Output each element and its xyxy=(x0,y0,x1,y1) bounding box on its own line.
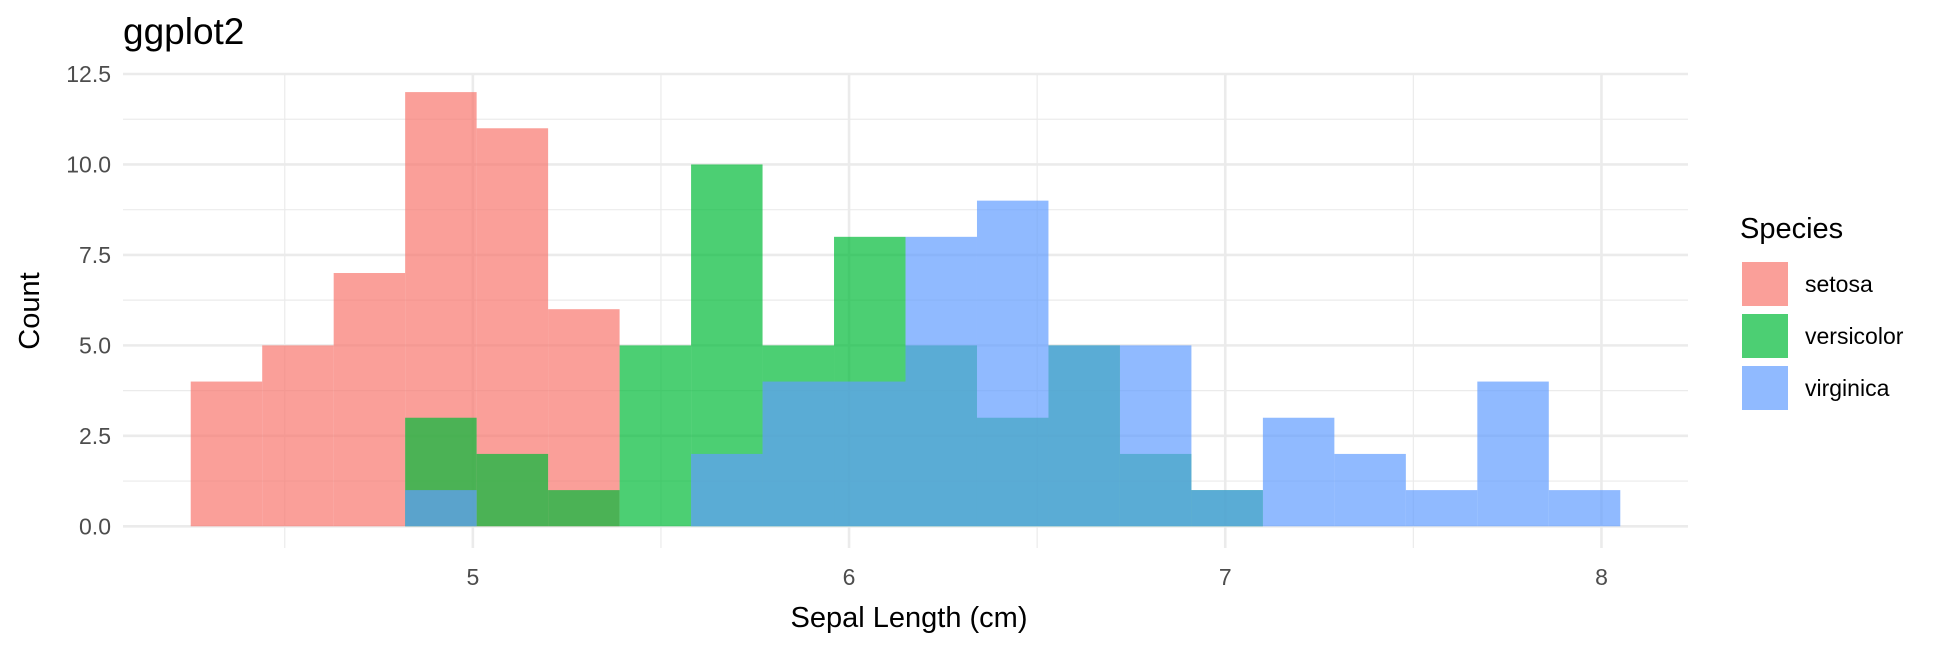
x-tick-label: 6 xyxy=(843,564,856,590)
x-tick-label: 8 xyxy=(1595,564,1608,590)
bar-virginica xyxy=(691,453,763,527)
x-axis-title: Sepal Length (cm) xyxy=(791,602,1028,634)
legend: Species setosa versicolor virginica xyxy=(1740,213,1904,411)
y-tick-label: 10.0 xyxy=(66,151,111,177)
y-tick-label: 2.5 xyxy=(79,423,111,449)
legend-swatch-versicolor xyxy=(1742,314,1788,358)
bar-virginica xyxy=(834,381,906,527)
y-tick-label: 12.5 xyxy=(66,61,111,87)
legend-swatch-setosa xyxy=(1742,262,1788,306)
bar-virginica xyxy=(1477,381,1549,527)
bar-virginica xyxy=(1548,490,1621,527)
bar-virginica xyxy=(1262,417,1335,527)
x-tick-label: 5 xyxy=(466,564,479,590)
bar-virginica xyxy=(1405,490,1478,527)
bar-virginica xyxy=(1119,345,1192,527)
bar-virginica xyxy=(762,381,835,527)
legend-title: Species xyxy=(1740,213,1843,245)
y-axis-ticks: 0.0 2.5 5.0 7.5 10.0 12.5 xyxy=(66,61,111,539)
bar-setosa xyxy=(190,381,263,527)
bar-virginica xyxy=(976,200,1049,527)
bar-virginica xyxy=(1048,345,1120,527)
y-tick-label: 7.5 xyxy=(79,242,111,268)
bar-versicolor xyxy=(619,345,692,527)
legend-label-virginica: virginica xyxy=(1805,375,1890,401)
legend-label-versicolor: versicolor xyxy=(1805,323,1904,349)
y-tick-label: 0.0 xyxy=(79,513,111,539)
legend-swatch-virginica xyxy=(1742,366,1788,410)
bar-virginica xyxy=(1191,490,1263,527)
x-tick-label: 7 xyxy=(1219,564,1232,590)
bar-setosa xyxy=(333,273,406,527)
bar-versicolor xyxy=(548,490,620,527)
bar-virginica xyxy=(905,236,977,527)
bar-virginica xyxy=(1334,453,1406,527)
bar-setosa xyxy=(262,345,334,527)
x-axis-ticks: 5 6 7 8 xyxy=(466,564,1607,590)
chart-title: ggplot2 xyxy=(123,11,244,52)
bar-setosa xyxy=(548,309,620,527)
bar-virginica xyxy=(405,490,477,527)
y-tick-label: 5.0 xyxy=(79,332,111,358)
bar-versicolor xyxy=(476,453,549,527)
legend-label-setosa: setosa xyxy=(1805,271,1873,297)
y-axis-title: Count xyxy=(14,272,46,349)
histogram-bars xyxy=(190,92,1621,527)
